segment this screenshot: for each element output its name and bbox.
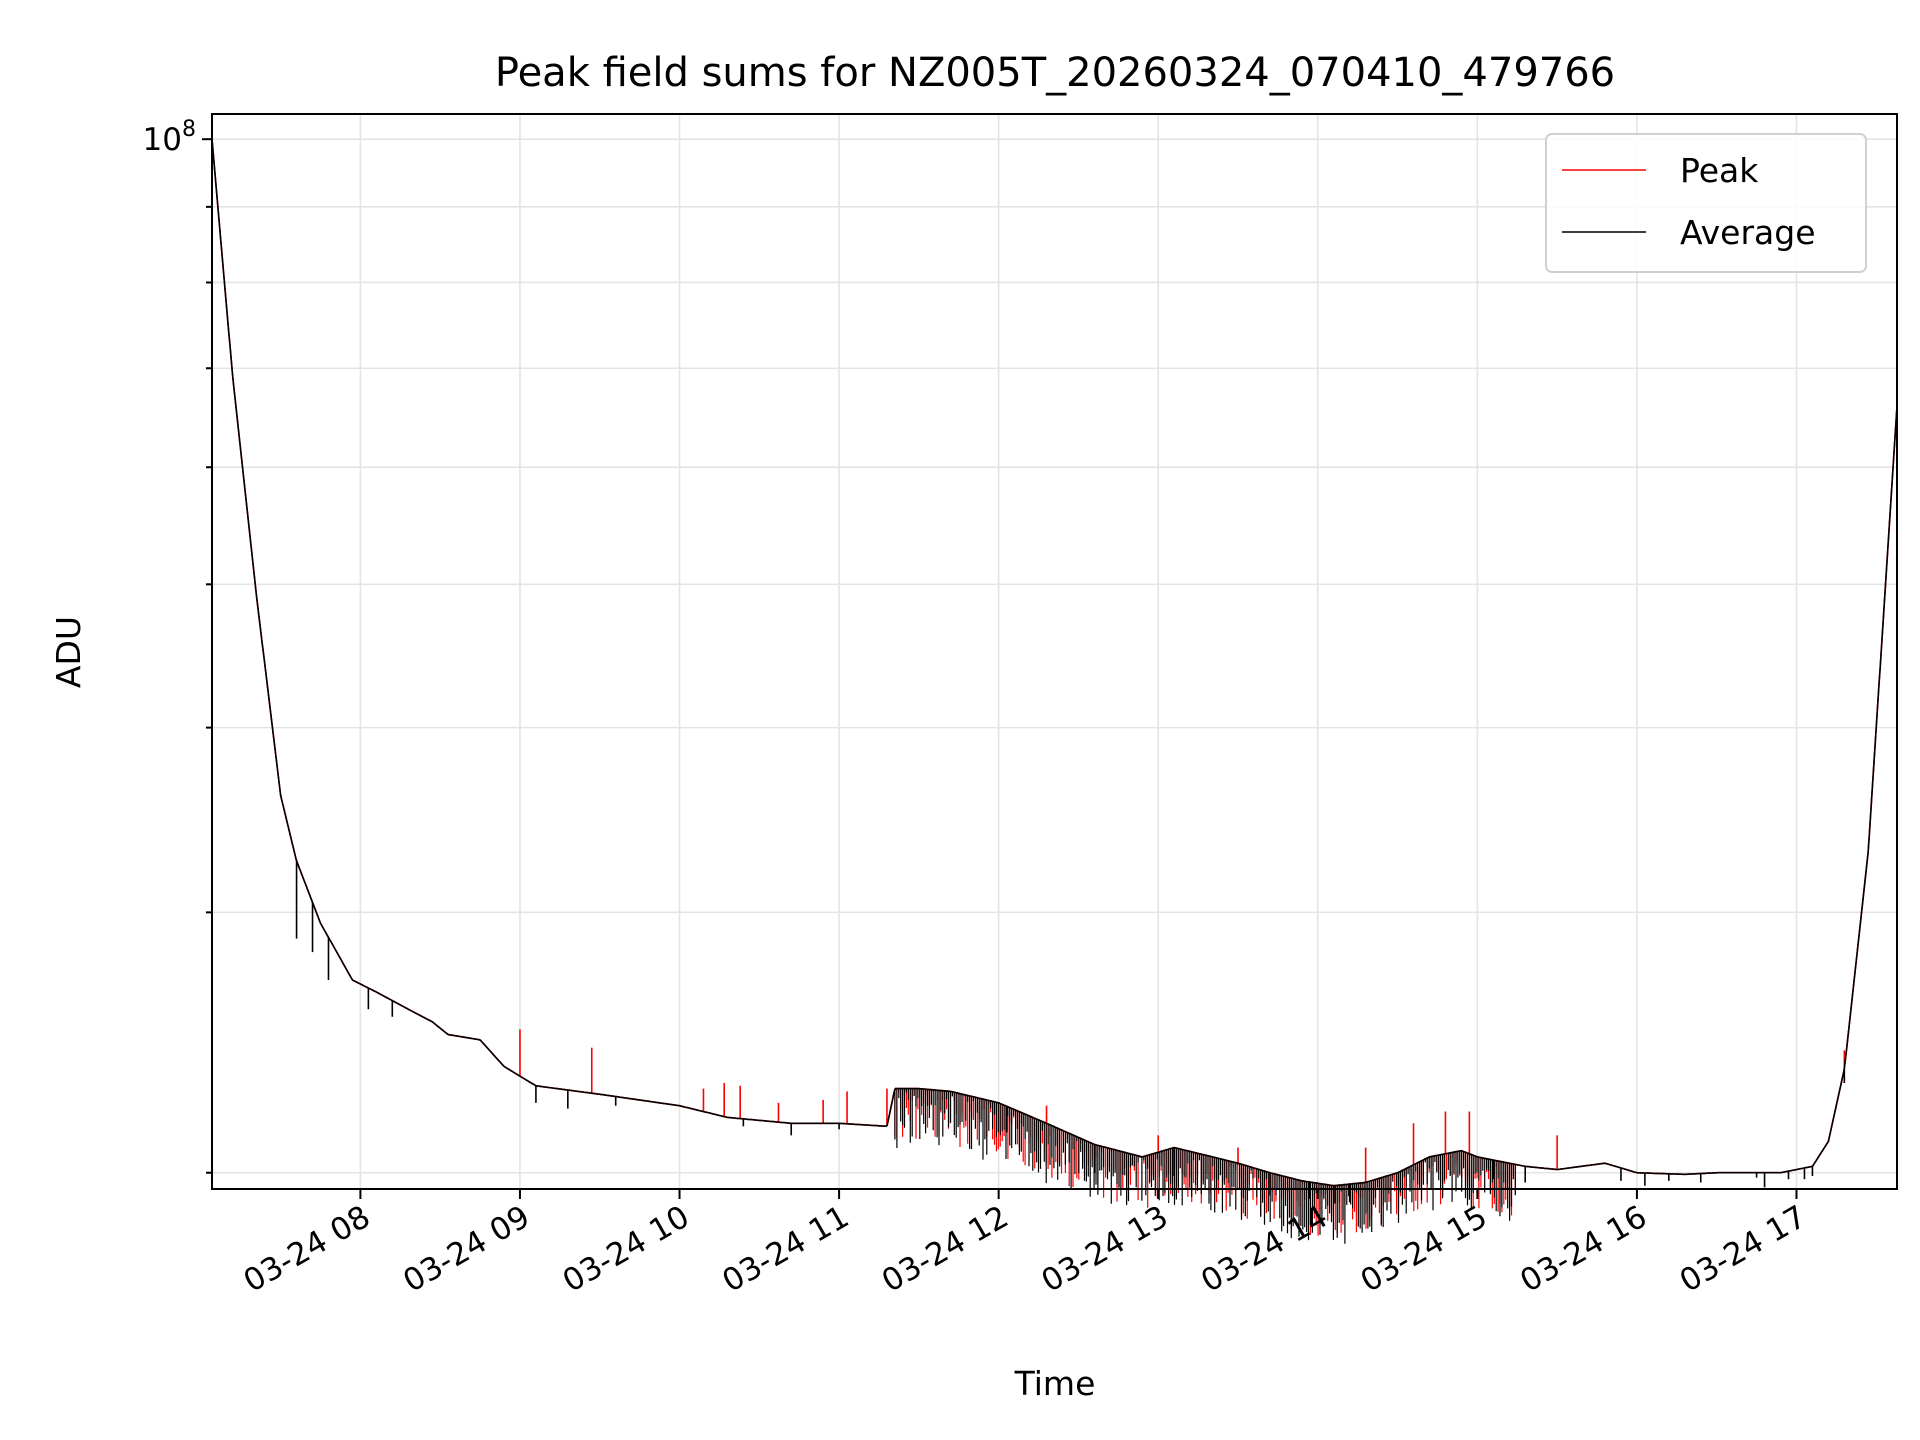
- plot-frame: [211, 113, 1898, 1190]
- legend-peak-label: Peak: [1680, 151, 1759, 190]
- series-layer: [211, 139, 1898, 1244]
- peak-line: [211, 139, 1898, 1187]
- x-tick-label: 03-24 09: [397, 1199, 536, 1300]
- x-axis-label: Time: [1014, 1364, 1096, 1403]
- legend: Peak Average: [1545, 133, 1867, 273]
- grid: [212, 114, 1897, 1189]
- legend-box: [1545, 133, 1867, 273]
- legend-average-label: Average: [1680, 213, 1816, 252]
- average-line: [211, 139, 1898, 1187]
- x-tick-label: 03-24 17: [1674, 1199, 1813, 1300]
- x-tick-label: 03-24 16: [1514, 1199, 1653, 1300]
- chart-title: Peak field sums for NZ005T_20260324_0704…: [495, 50, 1615, 96]
- x-tick-label: 03-24 15: [1355, 1199, 1494, 1300]
- y-tick-label: 108: [143, 117, 196, 158]
- x-tick-label: 03-24 11: [716, 1199, 855, 1300]
- x-tick-label: 03-24 08: [238, 1199, 377, 1300]
- x-tick-label: 03-24 10: [557, 1199, 696, 1300]
- y-axis-label: ADU: [49, 616, 88, 688]
- x-tick-label: 03-24 12: [876, 1199, 1015, 1300]
- x-tick-label: 03-24 13: [1036, 1199, 1175, 1300]
